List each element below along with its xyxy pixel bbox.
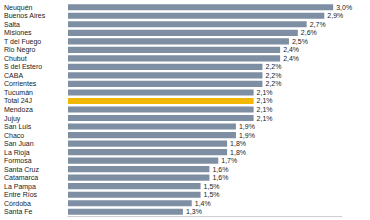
- svg-text:1,6%: 1,6%: [212, 174, 228, 181]
- svg-text:Santa Fe: Santa Fe: [4, 208, 33, 215]
- svg-text:CABA: CABA: [4, 72, 23, 79]
- svg-text:1,8%: 1,8%: [230, 149, 246, 156]
- svg-text:1,6%: 1,6%: [212, 166, 228, 173]
- svg-text:Buenos Aires: Buenos Aires: [4, 12, 46, 19]
- svg-text:2,2%: 2,2%: [265, 72, 281, 79]
- svg-text:La Pampa: La Pampa: [4, 183, 36, 191]
- svg-text:T del Fuego: T del Fuego: [4, 38, 41, 46]
- svg-text:2,9%: 2,9%: [327, 12, 343, 19]
- svg-text:Entre Ríos: Entre Ríos: [4, 191, 38, 198]
- svg-text:San Luis: San Luis: [4, 123, 32, 130]
- svg-text:2,5%: 2,5%: [292, 38, 308, 45]
- svg-text:2,1%: 2,1%: [257, 97, 273, 104]
- svg-text:Corrientes: Corrientes: [4, 80, 37, 87]
- svg-text:2,7%: 2,7%: [310, 21, 326, 28]
- svg-text:Catamarca: Catamarca: [4, 174, 38, 181]
- svg-text:Neuquén: Neuquén: [4, 4, 33, 12]
- svg-text:1,5%: 1,5%: [204, 191, 220, 198]
- svg-text:Córdoba: Córdoba: [4, 200, 31, 207]
- svg-text:Formosa: Formosa: [4, 157, 32, 164]
- svg-text:2,4%: 2,4%: [283, 55, 299, 62]
- svg-text:2,4%: 2,4%: [283, 46, 299, 53]
- svg-text:2,2%: 2,2%: [265, 80, 281, 87]
- svg-text:1,9%: 1,9%: [239, 123, 255, 130]
- svg-text:2,6%: 2,6%: [301, 29, 317, 36]
- svg-text:3,0%: 3,0%: [336, 4, 352, 11]
- svg-text:La Rioja: La Rioja: [4, 149, 30, 157]
- svg-text:Tucumán: Tucumán: [4, 89, 33, 96]
- svg-text:2,1%: 2,1%: [257, 89, 273, 96]
- svg-text:1,4%: 1,4%: [195, 200, 211, 207]
- svg-text:Misiones: Misiones: [4, 29, 32, 36]
- svg-text:Jujuy: Jujuy: [4, 115, 21, 123]
- svg-text:Rio Negro: Rio Negro: [4, 46, 36, 54]
- svg-text:1,3%: 1,3%: [186, 208, 202, 215]
- svg-text:1,8%: 1,8%: [230, 140, 246, 147]
- svg-text:1,9%: 1,9%: [239, 132, 255, 139]
- svg-text:San Juan: San Juan: [4, 140, 34, 147]
- svg-text:2,2%: 2,2%: [265, 63, 281, 70]
- svg-text:1,7%: 1,7%: [221, 157, 237, 164]
- svg-text:Salta: Salta: [4, 21, 20, 28]
- svg-text:Total 24J: Total 24J: [4, 97, 32, 104]
- svg-text:2,1%: 2,1%: [257, 106, 273, 113]
- svg-text:Chaco: Chaco: [4, 132, 24, 139]
- svg-text:1,5%: 1,5%: [204, 183, 220, 190]
- svg-text:Mendoza: Mendoza: [4, 106, 33, 113]
- svg-text:S del Estero: S del Estero: [4, 63, 42, 70]
- svg-text:Santa Cruz: Santa Cruz: [4, 166, 40, 173]
- svg-text:Chubut: Chubut: [4, 55, 27, 62]
- svg-text:2,1%: 2,1%: [257, 115, 273, 122]
